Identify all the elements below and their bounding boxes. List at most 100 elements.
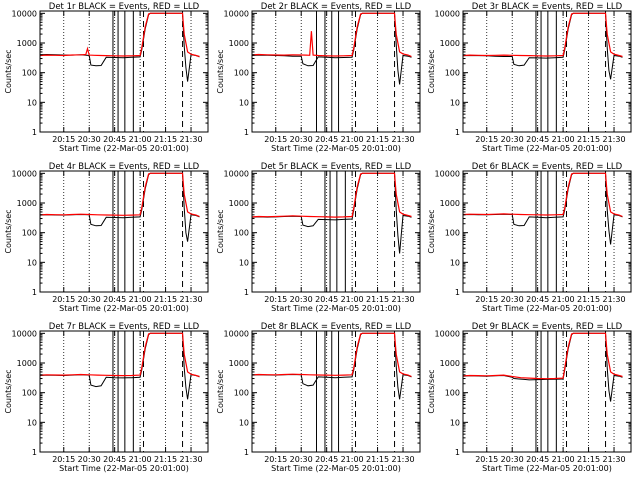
series-line-red (40, 12, 200, 58)
plot-area (40, 11, 200, 132)
y-tick-label: 100 (445, 389, 460, 398)
x-tick-label: 21:30 (602, 455, 625, 464)
plot-area (252, 11, 412, 132)
y-tick-label: 1 (455, 288, 460, 297)
panel-title: Det 3r BLACK = Events, RED = LLD (472, 2, 623, 12)
plot-frame (462, 330, 632, 453)
panel-9: 1 10 100 1000 10000 20:15 20:30 20:45 21:00 21:15… (427, 322, 632, 473)
panel-1: 1 10 100 1000 10000 20:15 20:30 20:45 21:00 21:15… (4, 2, 209, 153)
y-tick-label: 1 (244, 128, 249, 137)
y-tick-label: 1 (32, 288, 37, 297)
y-tick-label: 10 (27, 418, 37, 427)
y-tick-label: 1000 (17, 199, 37, 208)
x-tick-label: 20:15 (52, 135, 75, 144)
panel-7: 1 10 100 1000 10000 20:15 20:30 20:45 21:00 21:15… (4, 322, 209, 473)
panel-5: 1 10 100 1000 10000 20:15 20:30 20:45 21:00 21:15… (216, 162, 421, 313)
x-axis-label: Start Time (22-Mar-05 20:01:00) (482, 464, 612, 473)
y-tick-label: 1 (244, 448, 249, 457)
x-tick-label: 21:30 (179, 455, 202, 464)
y-tick-label: 100 (234, 229, 249, 238)
x-tick-label: 21:00 (552, 455, 575, 464)
y-tick-label: 1 (455, 448, 460, 457)
y-tick-label: 10000 (12, 9, 37, 18)
y-tick-label: 10 (450, 418, 460, 427)
y-tick-label: 100 (22, 229, 37, 238)
x-tick-label: 21:15 (366, 455, 389, 464)
plot-frame (39, 330, 209, 453)
x-tick-label: 20:45 (103, 295, 126, 304)
y-tick-label: 100 (445, 69, 460, 78)
y-tick-label: 10 (450, 98, 460, 107)
x-tick-label: 20:15 (475, 295, 498, 304)
series-line-red (252, 12, 412, 58)
x-tick-label: 21:15 (366, 135, 389, 144)
y-tick-label: 100 (22, 389, 37, 398)
y-axis-label: Counts/sec (427, 49, 436, 93)
y-tick-label: 1000 (440, 199, 460, 208)
y-axis-label: Counts/sec (4, 209, 13, 253)
series-line-red (463, 172, 623, 218)
x-tick-label: 21:00 (341, 295, 364, 304)
x-tick-label: 21:30 (602, 135, 625, 144)
y-tick-label: 100 (22, 69, 37, 78)
x-tick-label: 21:30 (391, 135, 414, 144)
x-axis-label: Start Time (22-Mar-05 20:01:00) (271, 144, 401, 153)
x-tick-label: 20:45 (103, 455, 126, 464)
x-tick-label: 20:15 (52, 295, 75, 304)
y-tick-label: 10000 (435, 169, 460, 178)
plot-frame (251, 170, 421, 293)
y-tick-label: 1 (32, 128, 37, 137)
plot-frame (39, 10, 209, 133)
series-line-black (252, 12, 412, 85)
x-tick-label: 21:15 (577, 455, 600, 464)
x-tick-label: 20:30 (501, 295, 524, 304)
panel-title: Det 2r BLACK = Events, RED = LLD (261, 2, 412, 12)
y-axis-label: Counts/sec (216, 49, 225, 93)
x-tick-label: 20:15 (264, 135, 287, 144)
x-tick-label: 20:30 (78, 295, 101, 304)
plot-area (463, 331, 623, 452)
series-line-black (463, 12, 623, 80)
x-tick-label: 20:15 (264, 455, 287, 464)
x-tick-label: 21:15 (154, 135, 177, 144)
x-tick-label: 20:30 (501, 455, 524, 464)
series-line-red (252, 332, 412, 378)
panel-title: Det 5r BLACK = Events, RED = LLD (261, 162, 412, 172)
y-tick-label: 1 (455, 128, 460, 137)
panel-8: 1 10 100 1000 10000 20:15 20:30 20:45 21:00 21:15… (216, 322, 421, 473)
y-tick-label: 10 (239, 258, 249, 267)
x-tick-label: 21:00 (129, 455, 152, 464)
x-tick-label: 20:45 (526, 295, 549, 304)
y-tick-label: 10000 (12, 169, 37, 178)
x-tick-label: 21:15 (577, 295, 600, 304)
x-tick-label: 20:45 (315, 295, 338, 304)
panel-title: Det 6r BLACK = Events, RED = LLD (472, 162, 623, 172)
plot-frame (462, 10, 632, 133)
x-tick-label: 21:00 (341, 455, 364, 464)
x-tick-label: 20:30 (78, 135, 101, 144)
plot-area (463, 171, 623, 292)
x-tick-label: 20:15 (264, 295, 287, 304)
y-tick-label: 10 (27, 98, 37, 107)
x-tick-label: 20:45 (526, 135, 549, 144)
x-tick-label: 20:30 (290, 455, 313, 464)
plot-area (40, 171, 200, 292)
x-axis-label: Start Time (22-Mar-05 20:01:00) (59, 464, 189, 473)
plot-area (252, 331, 412, 452)
panel-3: 1 10 100 1000 10000 20:15 20:30 20:45 21:00 21:15… (427, 2, 632, 153)
series-line-red (463, 12, 623, 58)
panel-title: Det 7r BLACK = Events, RED = LLD (49, 322, 200, 332)
panel-title: Det 4r BLACK = Events, RED = LLD (49, 162, 200, 172)
y-tick-label: 1000 (17, 39, 37, 48)
y-tick-label: 10 (27, 258, 37, 267)
y-tick-label: 10 (239, 98, 249, 107)
x-tick-label: 21:15 (154, 295, 177, 304)
x-tick-label: 20:15 (52, 455, 75, 464)
y-tick-label: 1000 (229, 359, 249, 368)
y-tick-label: 1 (244, 288, 249, 297)
x-tick-label: 20:30 (290, 295, 313, 304)
series-line-red (40, 172, 200, 218)
x-tick-label: 21:00 (552, 135, 575, 144)
y-tick-label: 1000 (229, 39, 249, 48)
